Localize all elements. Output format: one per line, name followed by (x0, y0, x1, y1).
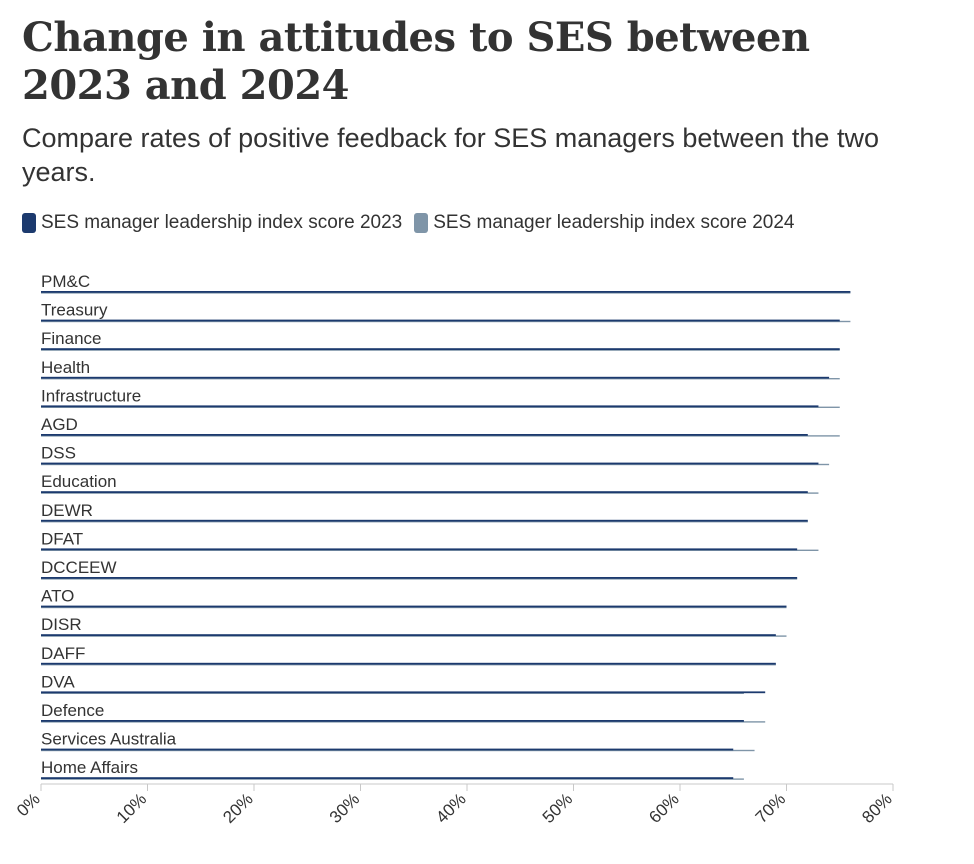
bar-2024-dfat (41, 549, 819, 551)
category-label-dva: DVA (41, 672, 75, 691)
bar-2023-defence (41, 720, 744, 722)
x-tick-label-5: 50% (539, 789, 576, 826)
legend-label-2024: SES manager leadership index score 2024 (433, 212, 795, 233)
x-tick-label-7: 70% (752, 789, 789, 826)
category-label-defence: Defence (41, 701, 104, 720)
bar-2024-defence (41, 721, 766, 723)
bar-2023-agd (41, 434, 808, 436)
bar-2023-health (41, 376, 830, 379)
x-tick-label-6: 60% (645, 789, 682, 826)
bar-2023-dcceew (41, 577, 798, 579)
bar-2023-infrastructure (41, 405, 819, 408)
bar-2024-dewr (41, 521, 808, 523)
x-tick-label-0: 0% (13, 789, 44, 820)
bar-2024-daff (41, 664, 776, 666)
category-label-ato: ATO (41, 587, 74, 606)
category-label-education: Education (41, 472, 117, 491)
bar-2024-dss (41, 463, 830, 466)
bar-2024-health (41, 378, 840, 380)
bar-2024-pm-c (41, 292, 851, 294)
category-label-agd: AGD (41, 415, 78, 434)
bar-2023-finance (41, 348, 840, 350)
category-label-dewr: DEWR (41, 501, 93, 520)
category-label-treasury: Treasury (41, 301, 108, 320)
bar-2024-services-australia (41, 749, 755, 752)
bar-2023-ato (41, 605, 787, 608)
bar-2024-infrastructure (41, 406, 840, 408)
bar-2024-treasury (41, 320, 851, 323)
bar-2023-services-australia (41, 748, 734, 751)
legend-item-2024[interactable]: SES manager leadership index score 2024 (414, 212, 794, 234)
category-label-dfat: DFAT (41, 529, 83, 548)
bar-2023-education (41, 491, 808, 493)
bar-2023-daff (41, 662, 776, 665)
bar-2024-education (41, 492, 819, 494)
bar-2023-home-affairs (41, 777, 734, 779)
bar-2023-pm-c (41, 291, 851, 293)
category-label-home-affairs: Home Affairs (41, 758, 138, 777)
category-label-disr: DISR (41, 615, 82, 634)
bar-2023-dewr (41, 519, 808, 522)
category-label-dcceew: DCCEEW (41, 558, 117, 577)
category-label-daff: DAFF (41, 644, 85, 663)
x-tick-label-3: 30% (326, 789, 363, 826)
bar-2024-finance (41, 349, 840, 351)
legend-swatch-2023 (22, 213, 36, 233)
chart-subtitle: Compare rates of positive feedback for S… (22, 123, 879, 187)
chart-title: Change in attitudes to SES between 2023 … (22, 14, 810, 109)
bar-2023-dva (41, 691, 766, 694)
category-label-health: Health (41, 358, 90, 377)
bar-2024-dcceew (41, 578, 798, 580)
x-tick-label-4: 40% (432, 789, 469, 826)
x-tick-label-2: 20% (219, 789, 256, 826)
bar-2024-agd (41, 435, 840, 437)
bar-2023-dfat (41, 548, 798, 551)
legend-item-2023[interactable]: SES manager leadership index score 2023 (22, 212, 402, 234)
category-label-infrastructure: Infrastructure (41, 386, 141, 405)
legend-label-2023: SES manager leadership index score 2023 (41, 212, 403, 233)
x-tick-label-8: 80% (858, 789, 895, 826)
legend: SES manager leadership index score 2023 … (22, 212, 806, 234)
category-label-dss: DSS (41, 444, 76, 463)
bar-2023-dss (41, 462, 819, 465)
bar-2023-disr (41, 634, 776, 636)
bar-2024-disr (41, 635, 787, 637)
x-tick-label-1: 10% (113, 789, 150, 826)
bar-2023-treasury (41, 319, 840, 322)
category-label-finance: Finance (41, 329, 101, 348)
bar-2024-home-affairs (41, 778, 744, 780)
bar-2024-ato (41, 606, 787, 609)
bar-2024-dva (41, 692, 744, 694)
category-label-pm-c: PM&C (41, 272, 90, 291)
legend-swatch-2024 (414, 213, 429, 233)
category-label-services-australia: Services Australia (41, 730, 177, 749)
